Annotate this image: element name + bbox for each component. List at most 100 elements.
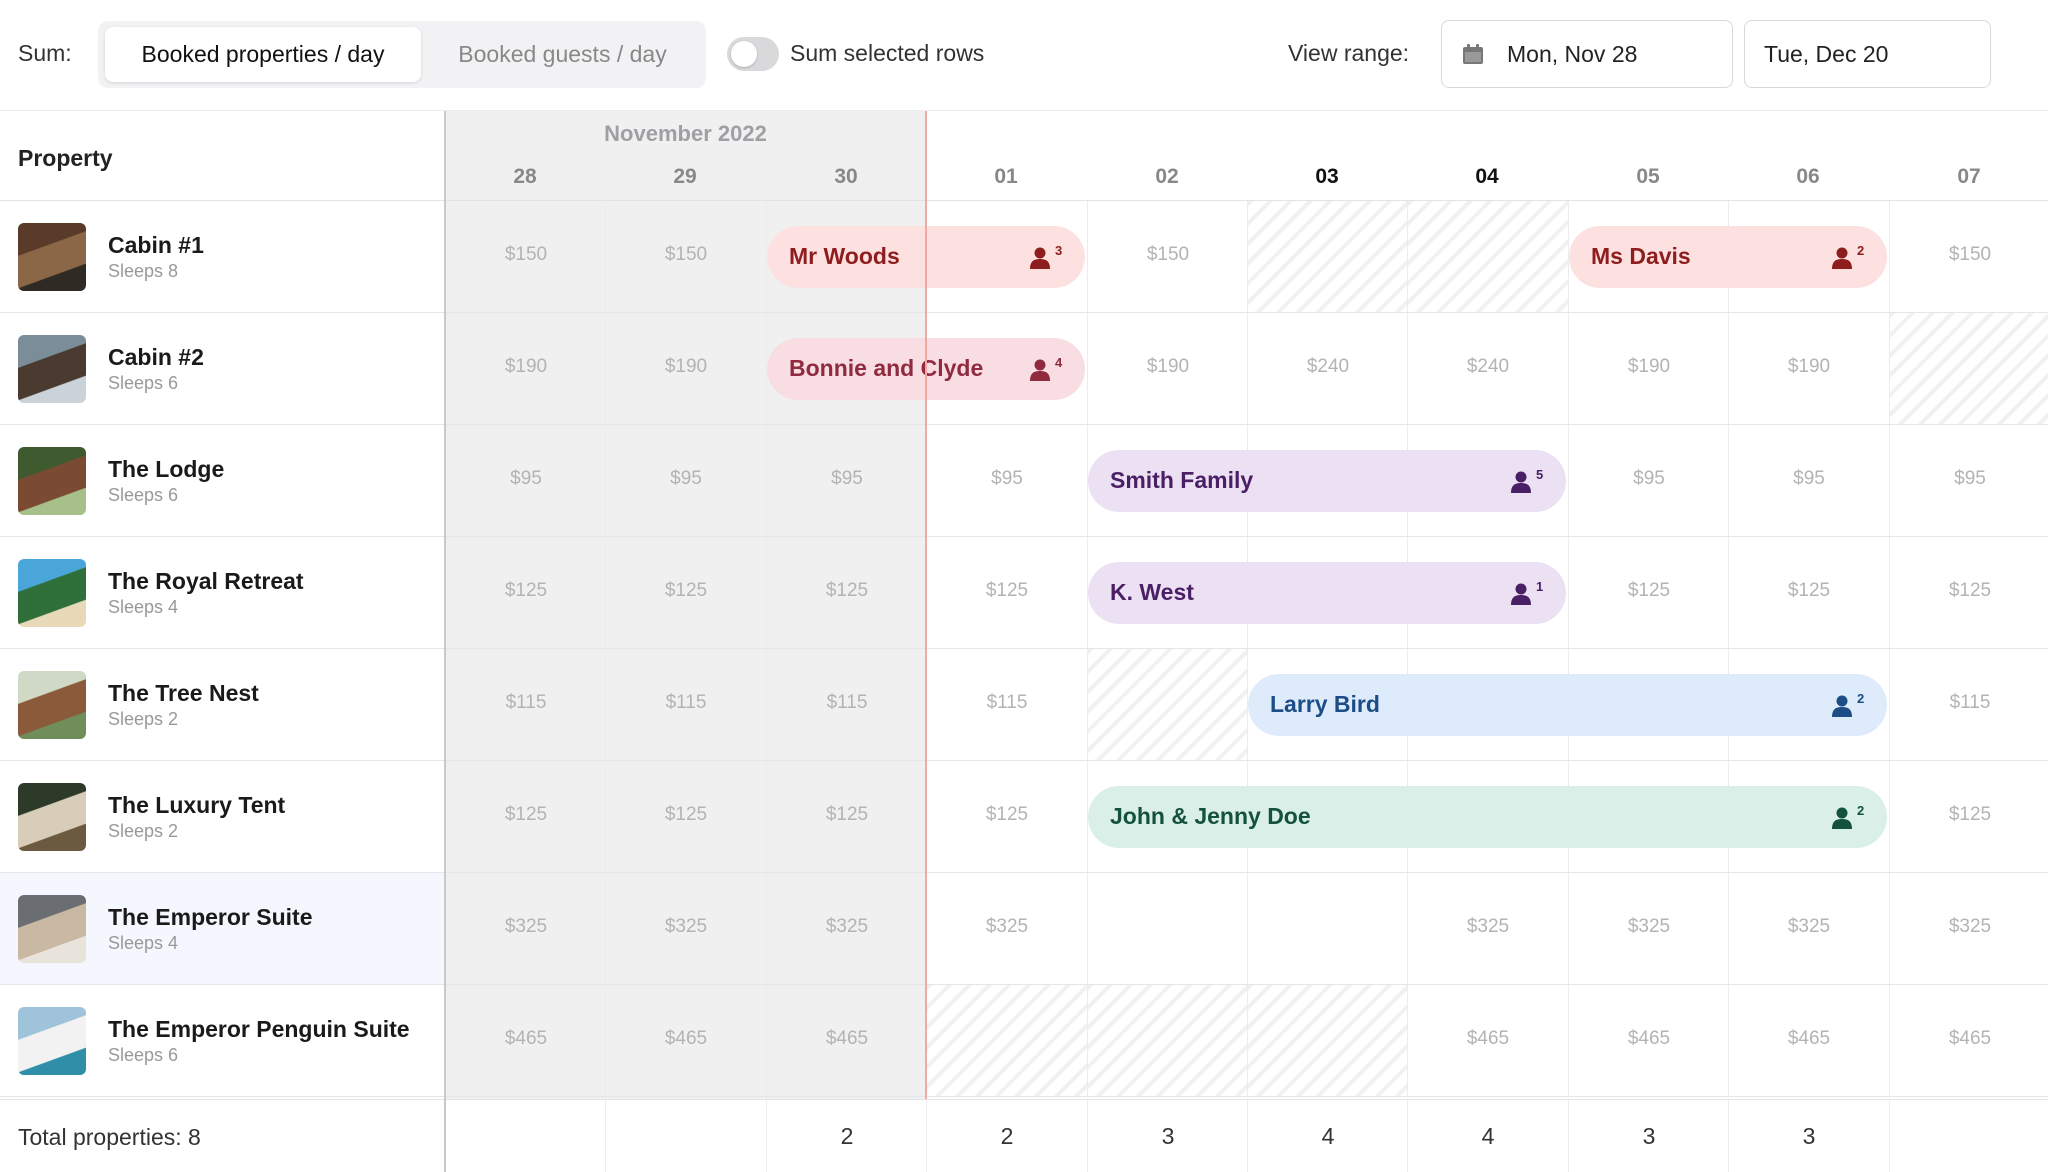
day-cell[interactable] [1087, 761, 1247, 872]
property-cell[interactable]: The Lodge Sleeps 6 [0, 425, 444, 536]
day-cell[interactable]: $325 [1407, 873, 1568, 984]
day-cell[interactable]: $190 [445, 313, 605, 424]
day-cell[interactable]: $125 [766, 537, 926, 648]
property-row[interactable]: The Tree Nest Sleeps 2 $115 $115 $115 $115 $11… [0, 649, 2048, 761]
booked-guests-per-day-button[interactable]: Booked guests / day [458, 41, 667, 67]
day-cell[interactable]: $465 [766, 985, 926, 1096]
day-cell[interactable]: $125 [1728, 537, 1889, 648]
range-start-input[interactable]: Mon, Nov 28 [1441, 20, 1733, 88]
day-cell[interactable]: $125 [1889, 537, 2048, 648]
property-row[interactable]: Cabin #1 Sleeps 8 $150 $150 $150 $150 Mr Woods… [0, 201, 2048, 313]
property-row[interactable]: The Emperor Suite Sleeps 4 $325 $325 $325 $32… [0, 873, 2048, 985]
property-cell[interactable]: Cabin #2 Sleeps 6 [0, 313, 444, 424]
unavailable-day-cell[interactable] [1087, 985, 1247, 1096]
day-cell[interactable]: $125 [926, 761, 1087, 872]
property-cell[interactable]: Cabin #1 Sleeps 8 [0, 201, 444, 312]
day-cell[interactable] [766, 313, 926, 424]
day-cell[interactable] [766, 201, 926, 312]
unavailable-day-cell[interactable] [1087, 649, 1247, 760]
property-row[interactable]: The Emperor Penguin Suite Sleeps 6 $465 $46… [0, 985, 2048, 1097]
totals-row: Total properties: 8 2 2 3 4 4 3 3 [0, 1099, 2048, 1172]
day-cell[interactable]: $150 [605, 201, 766, 312]
day-cell[interactable]: $325 [766, 873, 926, 984]
booking-bar[interactable]: Smith Family 5 [1088, 450, 1566, 512]
day-cell[interactable]: $95 [445, 425, 605, 536]
day-cell[interactable]: $325 [605, 873, 766, 984]
day-cell[interactable]: $150 [1889, 201, 2048, 312]
day-cell[interactable]: $325 [445, 873, 605, 984]
property-cell[interactable]: The Emperor Penguin Suite Sleeps 6 [0, 985, 444, 1096]
day-cell[interactable]: $190 [605, 313, 766, 424]
day-cell[interactable]: $95 [605, 425, 766, 536]
booking-bar[interactable]: K. West 1 [1088, 562, 1566, 624]
property-cell[interactable]: The Luxury Tent Sleeps 2 [0, 761, 444, 872]
day-cell[interactable]: $125 [445, 537, 605, 648]
day-cell[interactable] [1568, 201, 1728, 312]
sum-selected-rows-toggle[interactable] [727, 37, 779, 71]
property-row[interactable]: The Lodge Sleeps 6 $95 $95 $95 $95 $95 $95 $95 Sm… [0, 425, 2048, 537]
sum-mode-segmented-control: Booked properties / day Booked guests / … [98, 21, 706, 88]
day-total-cell: 2 [766, 1100, 926, 1172]
unavailable-day-cell[interactable] [1889, 313, 2048, 424]
day-cell[interactable]: $95 [766, 425, 926, 536]
day-cell[interactable]: $325 [1889, 873, 2048, 984]
person-icon [1510, 470, 1532, 494]
day-cell[interactable] [1087, 425, 1247, 536]
day-cell[interactable] [1087, 873, 1247, 984]
day-cell[interactable]: $465 [1889, 985, 2048, 1096]
unavailable-day-cell[interactable] [1407, 201, 1568, 312]
day-cell[interactable]: $115 [605, 649, 766, 760]
day-cell[interactable]: $465 [1728, 985, 1889, 1096]
day-cell[interactable]: $115 [926, 649, 1087, 760]
day-cell[interactable]: $190 [1087, 313, 1247, 424]
property-row[interactable]: The Luxury Tent Sleeps 2 $125 $125 $125 $125 $… [0, 761, 2048, 873]
unavailable-day-cell[interactable] [1247, 201, 1407, 312]
day-cell[interactable]: $125 [605, 761, 766, 872]
booking-bar[interactable]: Larry Bird 2 [1248, 674, 1887, 736]
booking-bar[interactable]: John & Jenny Doe 2 [1088, 786, 1887, 848]
day-cell[interactable]: $240 [1247, 313, 1407, 424]
day-cell[interactable]: $115 [1889, 649, 2048, 760]
booking-bar[interactable]: Ms Davis 2 [1569, 226, 1887, 288]
booked-properties-per-day-button[interactable]: Booked properties / day [105, 27, 421, 82]
day-cell[interactable]: $465 [1568, 985, 1728, 1096]
day-cell[interactable]: $325 [1568, 873, 1728, 984]
unavailable-day-cell[interactable] [1247, 985, 1407, 1096]
nightly-price: $190 [1627, 356, 1671, 377]
property-row[interactable]: Cabin #2 Sleeps 6 $190 $190 $190 $240 $240 $190… [0, 313, 2048, 425]
day-cell[interactable]: $125 [926, 537, 1087, 648]
day-cell[interactable]: $465 [445, 985, 605, 1096]
day-cell[interactable]: $95 [926, 425, 1087, 536]
day-cell[interactable]: $325 [926, 873, 1087, 984]
property-cell[interactable]: The Emperor Suite Sleeps 4 [0, 873, 444, 984]
property-row[interactable]: The Royal Retreat Sleeps 4 $125 $125 $125 $12… [0, 537, 2048, 649]
day-cell[interactable]: $125 [605, 537, 766, 648]
nightly-price: $150 [504, 244, 548, 265]
day-cell[interactable]: $115 [766, 649, 926, 760]
nightly-price: $465 [504, 1028, 548, 1049]
day-cell[interactable]: $190 [1728, 313, 1889, 424]
day-cell[interactable]: $325 [1728, 873, 1889, 984]
day-cell[interactable]: $125 [1889, 761, 2048, 872]
day-cell[interactable]: $240 [1407, 313, 1568, 424]
day-cell[interactable]: $150 [445, 201, 605, 312]
unavailable-day-cell[interactable] [926, 985, 1087, 1096]
day-cell[interactable]: $125 [445, 761, 605, 872]
day-cell[interactable]: $125 [1568, 537, 1728, 648]
day-cell[interactable]: $125 [766, 761, 926, 872]
day-cell[interactable]: $95 [1728, 425, 1889, 536]
day-cell[interactable]: $95 [1568, 425, 1728, 536]
property-cell[interactable]: The Tree Nest Sleeps 2 [0, 649, 444, 760]
day-cell[interactable] [1087, 537, 1247, 648]
day-cell[interactable]: $465 [1407, 985, 1568, 1096]
day-cell[interactable] [1247, 649, 1407, 760]
day-cell[interactable]: $190 [1568, 313, 1728, 424]
day-cell[interactable]: $95 [1889, 425, 2048, 536]
nightly-price: $125 [1948, 580, 1992, 601]
property-cell[interactable]: The Royal Retreat Sleeps 4 [0, 537, 444, 648]
day-cell[interactable]: $150 [1087, 201, 1247, 312]
day-cell[interactable] [1247, 873, 1407, 984]
day-cell[interactable]: $465 [605, 985, 766, 1096]
range-end-input[interactable]: Tue, Dec 20 [1744, 20, 1991, 88]
day-cell[interactable]: $115 [445, 649, 605, 760]
